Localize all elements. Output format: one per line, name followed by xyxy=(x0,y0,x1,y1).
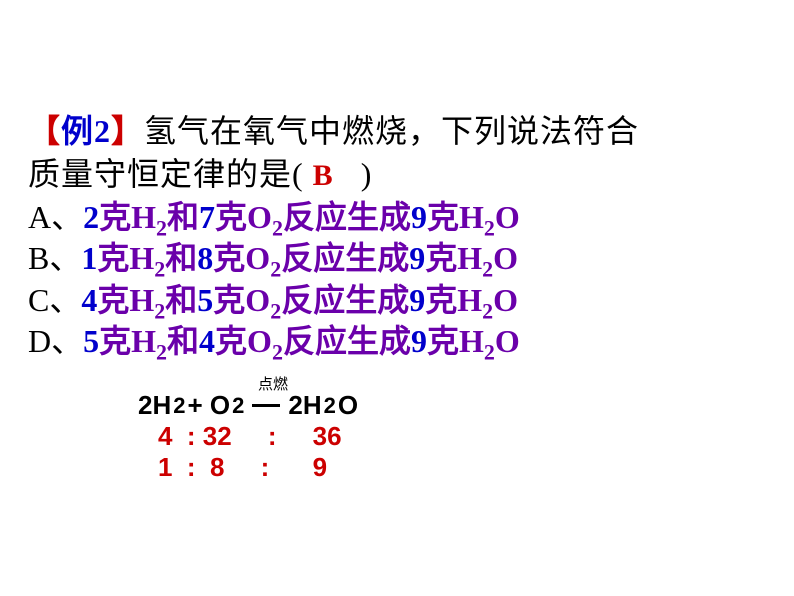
option-d-label: D、 xyxy=(28,323,83,359)
option-a: A、2克H2和7克O2反应生成9克H2O xyxy=(28,197,768,239)
slide-content: 【例2】氢气在氧气中燃烧，下列说法符合 质量守恒定律的是( B ) A、2克H2… xyxy=(28,110,768,483)
option-b: B、1克H2和8克O2反应生成9克H2O xyxy=(28,238,768,280)
question-text-2a: 质量守恒定律的是( xyxy=(28,156,304,192)
question-text-2b: ) xyxy=(361,156,373,192)
question-text-1: 氢气在氧气中燃烧，下列说法符合 xyxy=(144,113,639,149)
equation-block: 点燃 2H2+ O2 2H2O 4 : 32 : 36 1 : 8 : 9 xyxy=(138,373,768,483)
question-line-1: 【例2】氢气在氧气中燃烧，下列说法符合 xyxy=(28,110,768,153)
answer-letter: B xyxy=(313,159,334,192)
option-a-label: A、 xyxy=(28,199,83,235)
option-c-label: C、 xyxy=(28,282,81,318)
mass-ratio-1: 4 : 32 : 36 xyxy=(158,421,768,452)
option-b-label: B、 xyxy=(28,240,81,276)
chemical-equation: 2H2+ O2 2H2O xyxy=(138,390,768,421)
example-number: 例2 xyxy=(61,113,111,149)
option-c: C、4克H2和5克O2反应生成9克H2O xyxy=(28,280,768,322)
bracket-open: 【 xyxy=(28,113,61,149)
mass-ratio-2: 1 : 8 : 9 xyxy=(158,452,768,483)
option-d: D、5克H2和4克O2反应生成9克H2O xyxy=(28,321,768,363)
equals-bar-icon xyxy=(252,404,280,407)
question-line-2: 质量守恒定律的是( B ) xyxy=(28,153,768,197)
bracket-close: 】 xyxy=(111,113,144,149)
